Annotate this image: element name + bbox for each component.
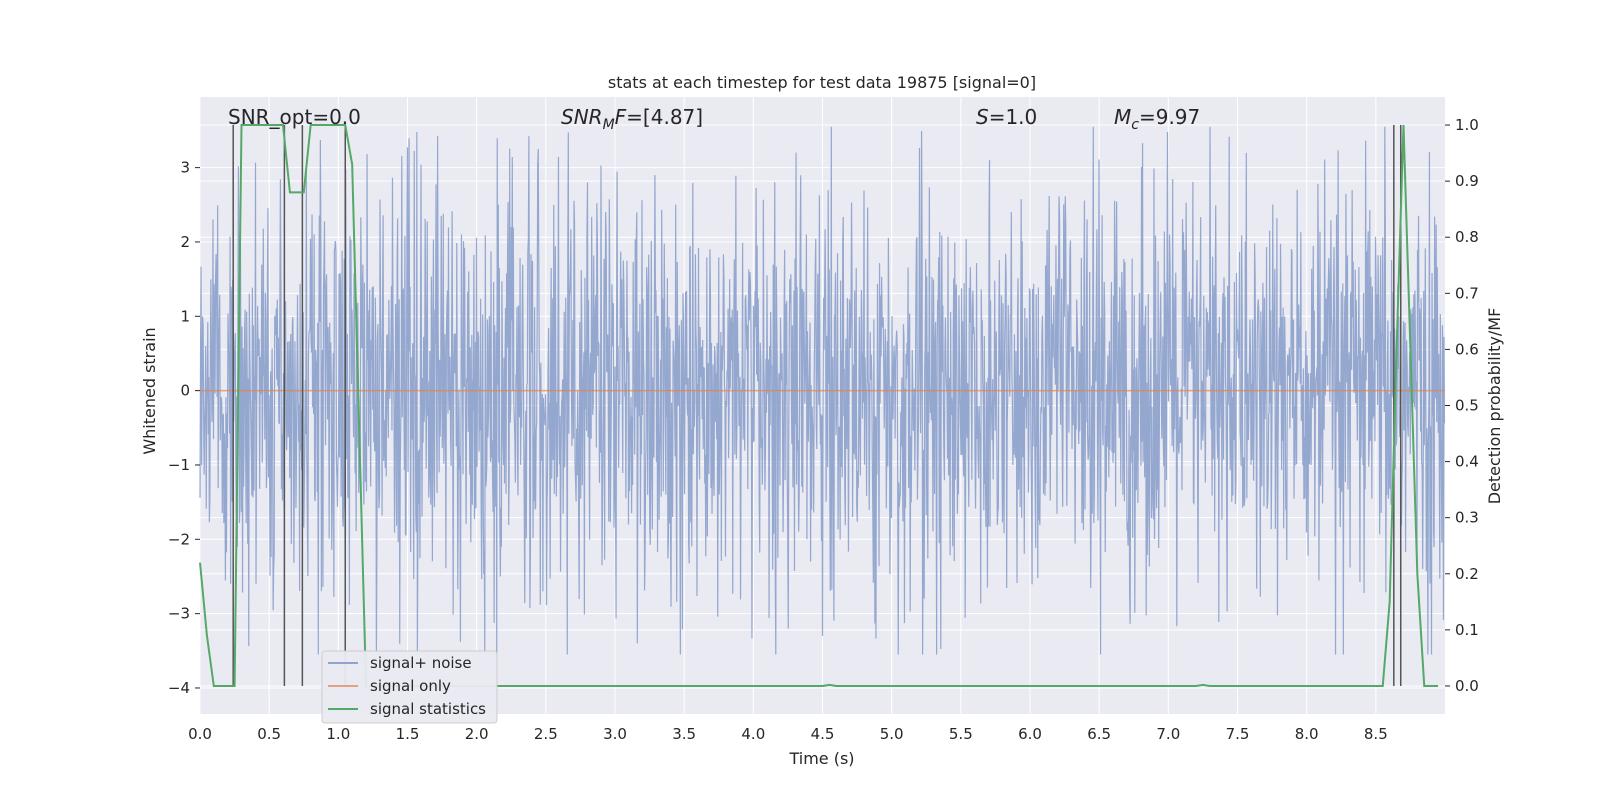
x-tick-label: 6.0 — [1018, 725, 1042, 743]
x-tick-label: 4.5 — [811, 725, 835, 743]
x-tick-label: 7.0 — [1156, 725, 1180, 743]
y-tick-label: −1 — [168, 456, 190, 474]
y-right-tick-label: 0.2 — [1455, 565, 1479, 583]
legend-box — [321, 650, 498, 724]
y-right-tick-label: 0.3 — [1455, 509, 1479, 527]
legend: signal+ noise signal only signal statist… — [321, 650, 498, 724]
x-tick-label: 8.5 — [1364, 725, 1388, 743]
y-tick-label: 2 — [180, 233, 190, 251]
y-right-tick-label: 1.0 — [1455, 116, 1479, 134]
signal-plus-noise-series — [199, 126, 1446, 655]
y-tick-label: −3 — [168, 605, 190, 623]
y-axis-ticks: 3 2 1 0 −1 −2 −3 −4 — [168, 159, 200, 697]
y-right-tick-label: 0.4 — [1455, 453, 1479, 471]
y-right-tick-label: 0.1 — [1455, 621, 1479, 639]
y-right-tick-label: 0.8 — [1455, 228, 1479, 246]
annotation-mc: Mc=9.97 — [1114, 105, 1200, 133]
x-tick-label: 7.5 — [1226, 725, 1250, 743]
y-tick-label: 0 — [180, 382, 190, 400]
x-tick-label: 8.0 — [1295, 725, 1319, 743]
x-tick-label: 0.5 — [257, 725, 281, 743]
x-tick-label: 1.0 — [326, 725, 350, 743]
x-tick-label: 4.0 — [741, 725, 765, 743]
x-tick-label: 5.0 — [880, 725, 904, 743]
y-axis-label: Whitened strain — [140, 327, 159, 454]
annotation-snr-opt: SNR_opt=0.0 — [228, 105, 361, 129]
y-tick-label: −2 — [168, 530, 190, 548]
legend-label-stats: signal statistics — [370, 700, 486, 718]
annotation-mc-value: =9.97 — [1139, 105, 1200, 129]
x-tick-label: 2.0 — [465, 725, 489, 743]
vertical-markers — [232, 125, 1402, 686]
y-right-tick-label: 0.0 — [1455, 677, 1479, 695]
x-tick-label: 1.5 — [396, 725, 420, 743]
x-tick-label: 2.5 — [534, 725, 558, 743]
y-right-tick-label: 0.5 — [1455, 397, 1479, 415]
signal-plus-noise-line — [199, 126, 1446, 655]
x-tick-label: 3.5 — [672, 725, 696, 743]
x-tick-label: 6.5 — [1087, 725, 1111, 743]
chart-title: stats at each timestep for test data 198… — [608, 73, 1036, 92]
annotation-snr-mf: SNRMF=[4.87] — [561, 105, 703, 133]
x-tick-label: 5.5 — [949, 725, 973, 743]
annotation-s-value: =1.0 — [989, 105, 1038, 129]
y-axis-right-ticks: 1.0 0.9 0.8 0.7 0.6 0.5 0.4 0.3 0.2 0.1 0.0 — [1445, 116, 1479, 695]
legend-label-noise: signal+ noise — [370, 654, 472, 672]
y-axis-right-label: Detection probability/MF — [1485, 308, 1504, 505]
y-tick-label: 1 — [180, 307, 190, 325]
x-tick-label: 0.0 — [188, 725, 212, 743]
y-right-tick-label: 0.6 — [1455, 340, 1479, 358]
x-tick-label: 3.0 — [603, 725, 627, 743]
x-axis-label: Time (s) — [788, 749, 854, 768]
y-right-tick-label: 0.9 — [1455, 172, 1479, 190]
x-axis-ticks: 0.0 0.5 1.0 1.5 2.0 2.5 3.0 3.5 4.0 4.5 5.0 5.5 6.0 6… — [188, 725, 1388, 743]
y-tick-label: −4 — [168, 679, 190, 697]
signal-statistics-series — [199, 124, 1439, 687]
annotation-snr-mf-value: =[4.87] — [626, 105, 703, 129]
legend-label-signal: signal only — [370, 677, 451, 695]
annotation-s: S=1.0 — [976, 105, 1037, 129]
signal-statistics-line — [199, 124, 1439, 687]
y-tick-label: 3 — [180, 159, 190, 177]
y-right-tick-label: 0.7 — [1455, 284, 1479, 302]
